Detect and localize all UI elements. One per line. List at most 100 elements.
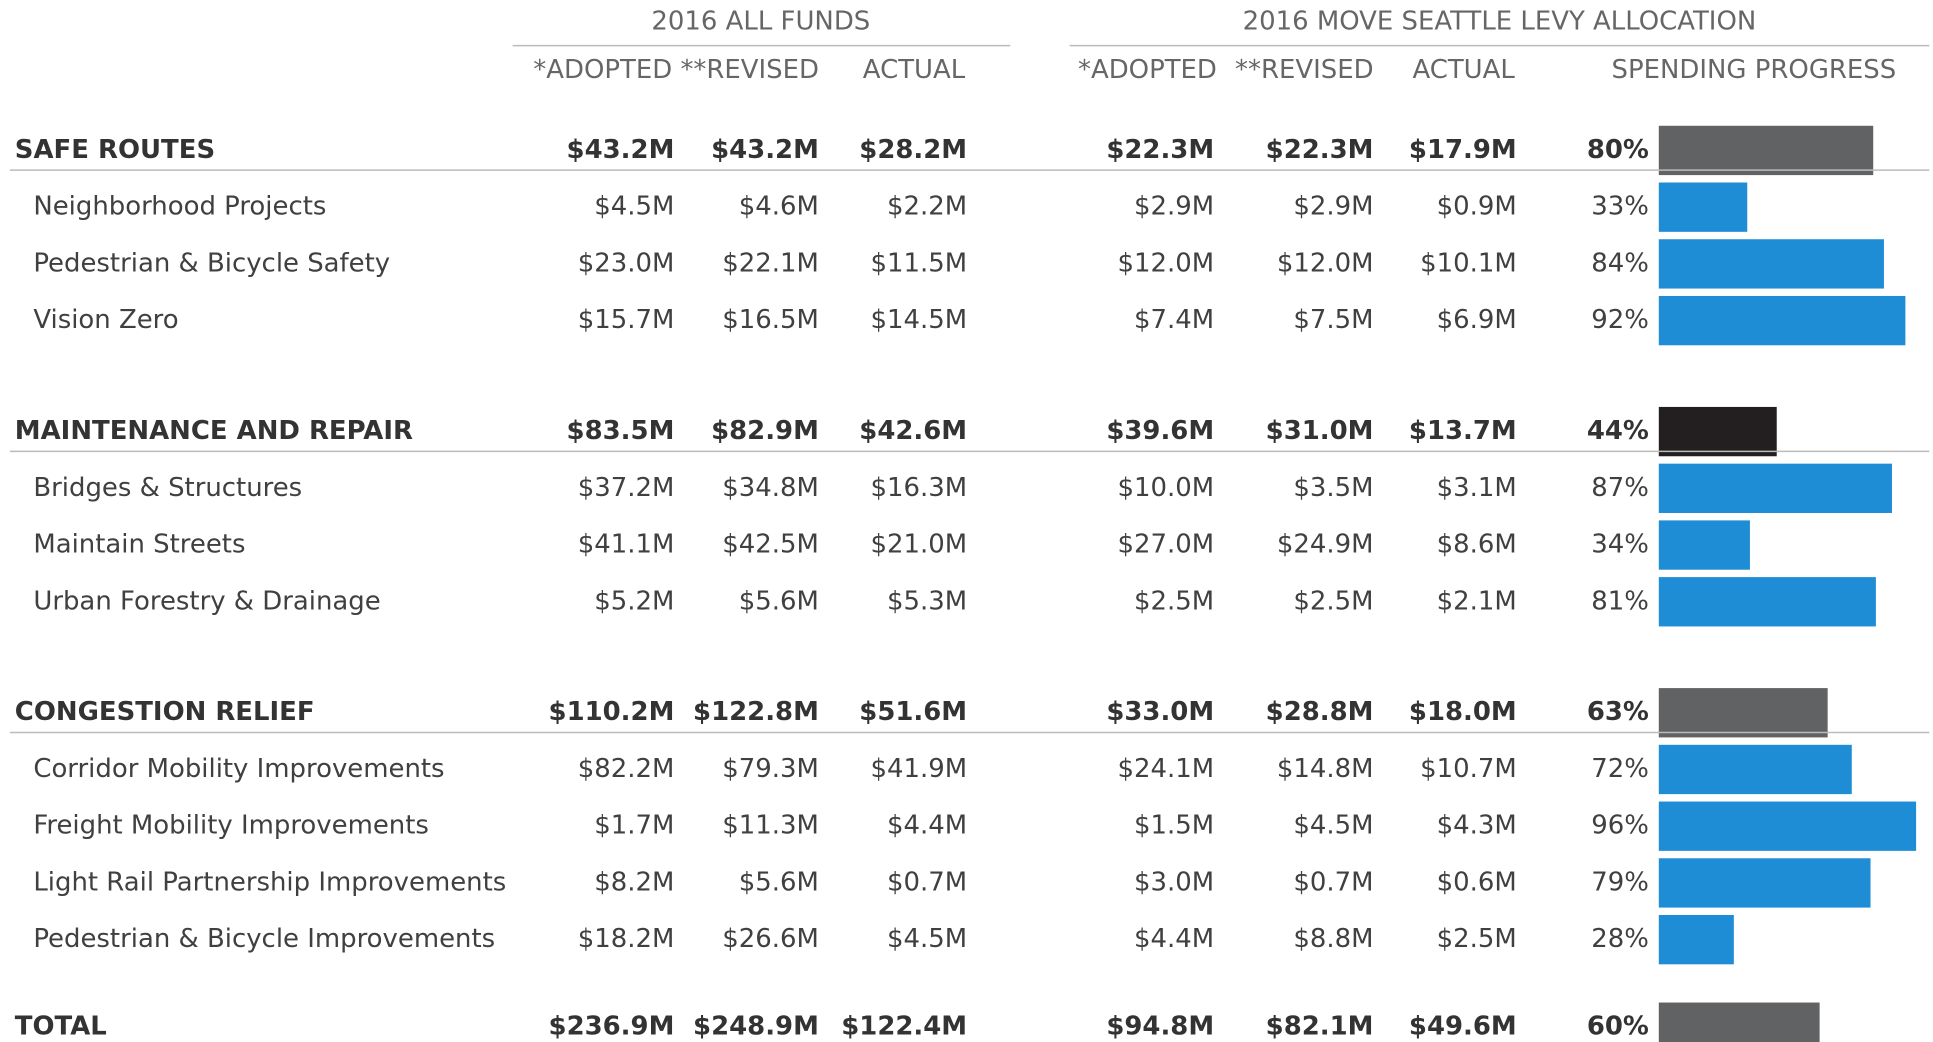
cell: $51.6M: [859, 697, 967, 727]
column-header: ACTUAL: [863, 55, 966, 85]
cell: $10.1M: [1420, 248, 1517, 278]
progress-bar: [1658, 520, 1750, 570]
cell: $4.5M: [887, 924, 967, 954]
cell: $7.5M: [1293, 305, 1373, 335]
group-label: MAINTENANCE AND REPAIR: [15, 416, 413, 446]
cell: $4.5M: [1293, 811, 1373, 841]
cell: $18.2M: [578, 924, 675, 954]
progress-label: 80%: [1587, 135, 1649, 165]
cell: $4.3M: [1437, 811, 1517, 841]
progress-bar: [1658, 125, 1874, 176]
cell: $14.5M: [871, 305, 968, 335]
cell: $31.0M: [1266, 416, 1374, 446]
cell: $22.3M: [1266, 135, 1374, 165]
cell: $22.3M: [1106, 135, 1214, 165]
cell: $2.5M: [1134, 586, 1214, 616]
cell: $79.3M: [722, 754, 819, 784]
cell: $33.0M: [1106, 697, 1214, 727]
cell: $41.9M: [871, 754, 968, 784]
cell: $0.7M: [887, 867, 967, 897]
item-label: Urban Forestry & Drainage: [33, 586, 380, 616]
column-header: **REVISED: [1235, 55, 1374, 85]
group-label: TOTAL: [15, 1012, 107, 1042]
cell: $42.5M: [722, 530, 819, 560]
cell: $0.6M: [1437, 867, 1517, 897]
progress-label: 44%: [1587, 416, 1649, 446]
cell: $5.2M: [594, 586, 674, 616]
progress-label: 34%: [1591, 530, 1649, 560]
cell: $82.2M: [578, 754, 675, 784]
cell: $83.5M: [567, 416, 675, 446]
cell: $39.6M: [1106, 416, 1214, 446]
item-label: Pedestrian & Bicycle Safety: [33, 248, 390, 278]
column-header: **REVISED: [680, 55, 819, 85]
cell: $16.3M: [871, 473, 968, 503]
cell: $21.0M: [871, 530, 968, 560]
item-label: Vision Zero: [33, 305, 178, 335]
column-header: ACTUAL: [1412, 55, 1515, 85]
cell: $34.8M: [722, 473, 819, 503]
cell: $24.9M: [1277, 530, 1374, 560]
cell: $2.9M: [1134, 192, 1214, 222]
cell: $5.3M: [887, 586, 967, 616]
cell: $3.5M: [1293, 473, 1373, 503]
progress-bar: [1658, 406, 1777, 457]
cell: $2.5M: [1293, 586, 1373, 616]
item-label: Light Rail Partnership Improvements: [33, 867, 506, 897]
item-label: Neighborhood Projects: [33, 192, 326, 222]
cell: $26.6M: [722, 924, 819, 954]
cell: $13.7M: [1409, 416, 1517, 446]
progress-bar: [1658, 295, 1906, 346]
cell: $49.6M: [1409, 1012, 1517, 1042]
progress-label: 96%: [1591, 811, 1649, 841]
cell: $2.9M: [1293, 192, 1373, 222]
cell: $14.8M: [1277, 754, 1374, 784]
cell: $16.5M: [722, 305, 819, 335]
cell: $4.5M: [594, 192, 674, 222]
cell: $3.1M: [1437, 473, 1517, 503]
item-label: Bridges & Structures: [33, 473, 302, 503]
cell: $28.2M: [859, 135, 967, 165]
cell: $4.4M: [1134, 924, 1214, 954]
cell: $122.4M: [841, 1012, 967, 1042]
item-label: Freight Mobility Improvements: [33, 811, 429, 841]
cell: $17.9M: [1409, 135, 1517, 165]
cell: $10.7M: [1420, 754, 1517, 784]
column-header: SPENDING PROGRESS: [1612, 55, 1897, 85]
cell: $2.5M: [1437, 924, 1517, 954]
progress-bar: [1658, 858, 1871, 908]
cell: $43.2M: [711, 135, 819, 165]
cell: $248.9M: [693, 1012, 819, 1042]
progress-label: 84%: [1591, 248, 1649, 278]
cell: $18.0M: [1409, 697, 1517, 727]
cell: $15.7M: [578, 305, 675, 335]
progress-bar: [1658, 239, 1884, 289]
progress-label: 87%: [1591, 473, 1649, 503]
cell: $28.8M: [1266, 697, 1374, 727]
cell: $0.9M: [1437, 192, 1517, 222]
cell: $1.7M: [594, 811, 674, 841]
cell: $10.0M: [1118, 473, 1215, 503]
cell: $110.2M: [549, 697, 675, 727]
cell: $12.0M: [1118, 248, 1215, 278]
progress-label: 28%: [1591, 924, 1649, 954]
progress-bar: [1658, 801, 1917, 851]
cell: $8.8M: [1293, 924, 1373, 954]
cell: $22.1M: [722, 248, 819, 278]
cell: $6.9M: [1437, 305, 1517, 335]
progress-bar: [1658, 744, 1852, 795]
group-label: SAFE ROUTES: [15, 135, 215, 165]
progress-bar: [1658, 1002, 1820, 1042]
cell: $24.1M: [1118, 754, 1215, 784]
progress-bar: [1658, 914, 1734, 965]
cell: $27.0M: [1118, 530, 1215, 560]
cell: $8.2M: [594, 867, 674, 897]
column-header: *ADOPTED: [533, 55, 672, 85]
cell: $236.9M: [549, 1012, 675, 1042]
cell: $11.5M: [871, 248, 968, 278]
cell: $2.1M: [1437, 586, 1517, 616]
cell: $1.5M: [1134, 811, 1214, 841]
progress-label: 92%: [1591, 305, 1649, 335]
